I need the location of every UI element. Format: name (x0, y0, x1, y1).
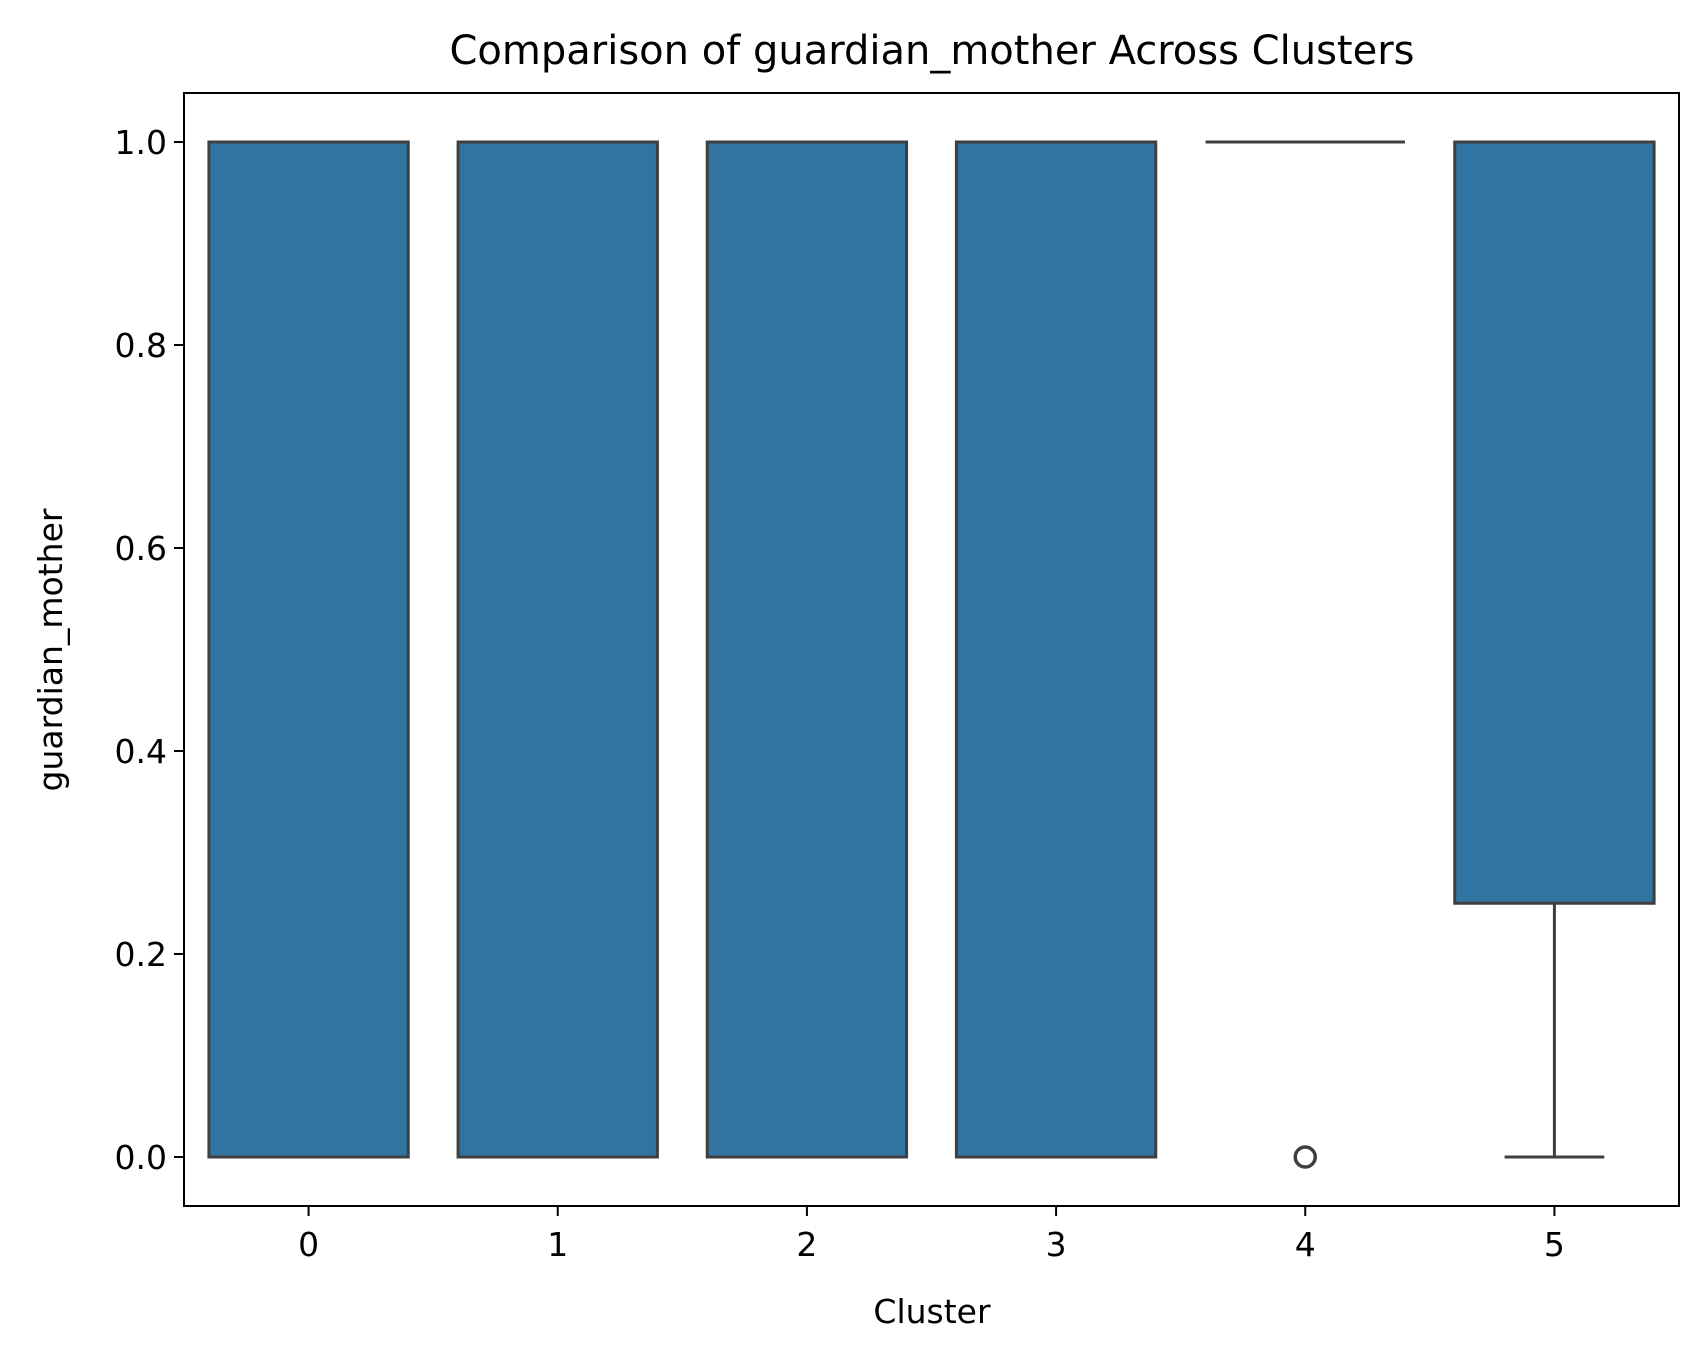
x-tick-label: 2 (796, 1225, 817, 1264)
y-tick-label: 1.0 (115, 123, 167, 162)
y-tick-label: 0.8 (115, 326, 167, 365)
plot-area (207, 140, 1656, 1169)
x-tick-label: 0 (298, 1225, 319, 1264)
outlier-point (1293, 1145, 1317, 1169)
x-axis-label: Cluster (873, 1292, 991, 1331)
box-cluster-2 (705, 140, 909, 1159)
y-axis: 0.0 0.2 0.4 0.6 0.8 1.0 (115, 123, 184, 1177)
x-axis: 0 1 2 3 4 5 (298, 1206, 1565, 1264)
chart-title: Comparison of guardian_mother Across Clu… (450, 28, 1415, 74)
box-cluster-1 (456, 140, 659, 1159)
y-tick-label: 0.0 (115, 1138, 167, 1177)
box-iqr (1453, 140, 1656, 905)
box-iqr (705, 140, 909, 1159)
box-iqr (456, 140, 659, 1159)
y-tick-label: 0.4 (115, 732, 167, 771)
y-axis-label: guardian_mother (31, 508, 70, 791)
box-cluster-3 (954, 140, 1158, 1159)
x-tick-label: 3 (1046, 1225, 1067, 1264)
box-cluster-4 (1205, 140, 1405, 1169)
box-iqr (207, 140, 410, 1159)
x-tick-label: 1 (547, 1225, 568, 1264)
box-iqr (954, 140, 1158, 1159)
x-tick-label: 4 (1295, 1225, 1316, 1264)
x-tick-label: 5 (1544, 1225, 1565, 1264)
y-tick-label: 0.2 (115, 935, 167, 974)
box-cluster-0 (207, 140, 410, 1159)
y-tick-label: 0.6 (115, 529, 167, 568)
box-cluster-5 (1453, 140, 1656, 1159)
plot-frame (183, 92, 1680, 1207)
